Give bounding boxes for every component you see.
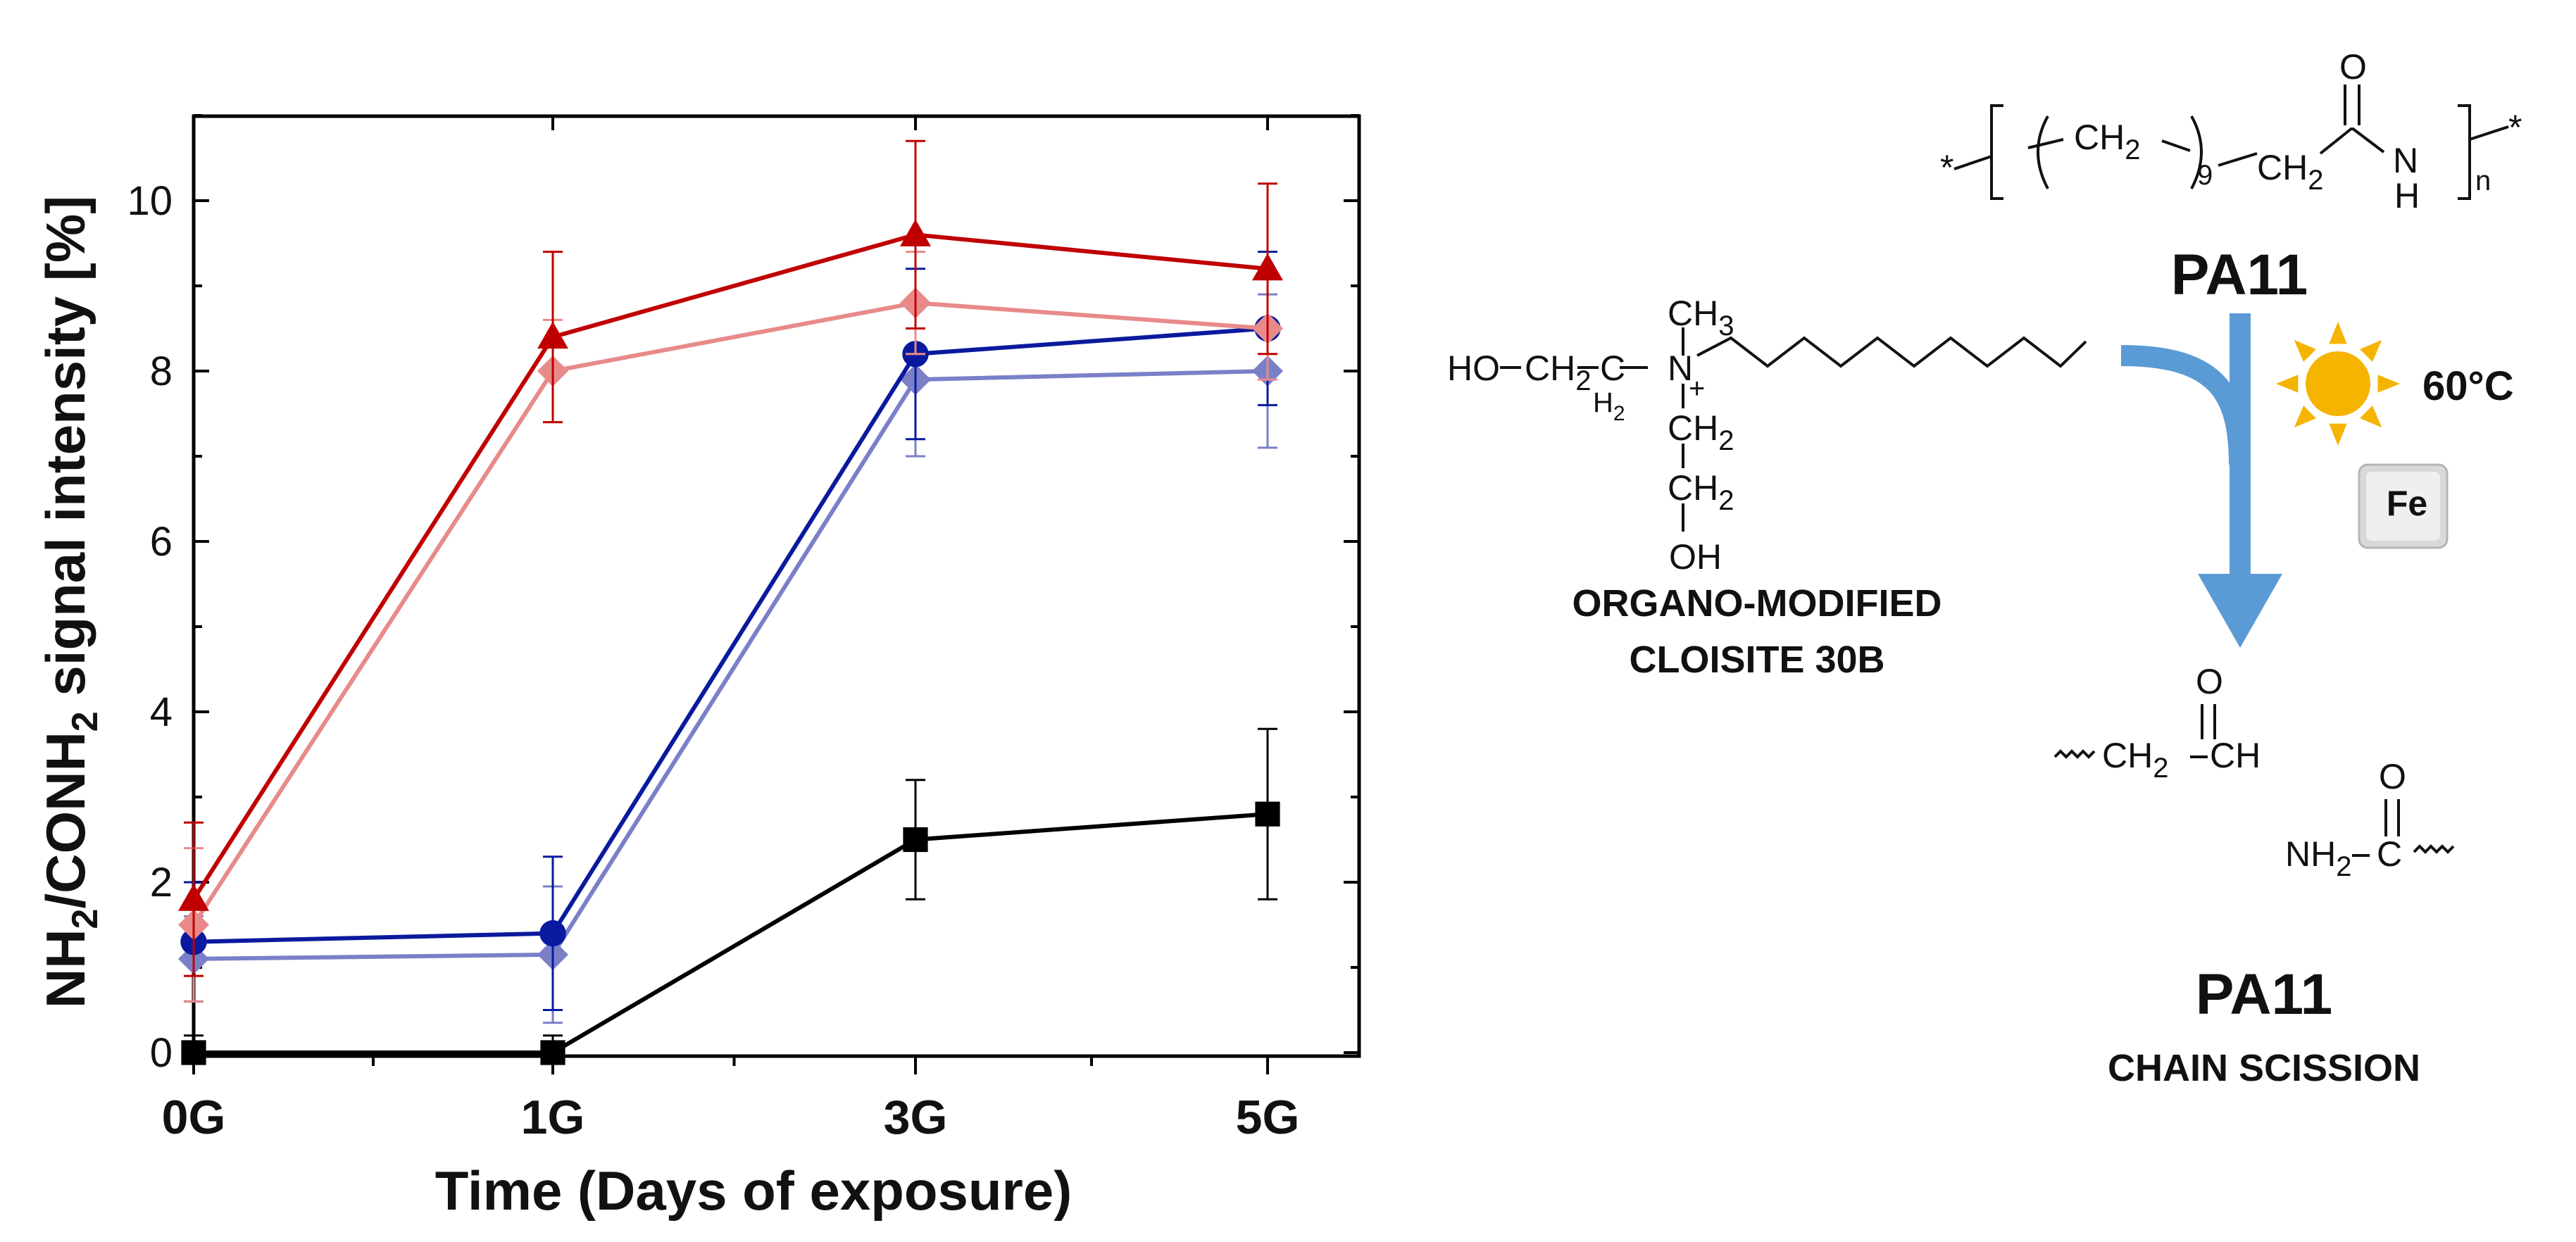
sun-ray [2329,322,2347,344]
sun-icon [2276,322,2400,446]
aldehyde-ch: CH [2210,736,2261,775]
sun-ray [2360,339,2382,362]
data-point [903,827,928,853]
chain-end-star-right: * [2508,108,2522,147]
oh-label: OH [1669,537,1722,577]
y-title-sub-2: 2 [65,711,106,732]
amide-nh2: NH2 [2285,834,2351,882]
left-square-bracket [1990,104,2003,200]
scission-products [2053,704,2455,857]
y-title-sub-1: 2 [65,909,106,929]
data-point [181,1040,206,1065]
series-line [194,812,1268,1055]
ch2-clay-3: CH2 [1668,468,1734,516]
plot-frame [192,114,1361,1058]
data-point [900,219,931,246]
fe-symbol: Fe [2387,484,2427,523]
pa11-structure [1953,84,2509,200]
y-tick-labels: 0 2 4 6 8 10 [127,178,173,1076]
product-title: PA11 [2196,962,2333,1027]
ch2-label: CH2 [2074,118,2140,165]
wavy-bond-right [2413,844,2455,854]
plus-charge: + [1689,373,1705,404]
data-point [539,920,566,947]
sun-ray [2377,375,2400,393]
x-tick-label: 5G [1236,1091,1300,1144]
left-round-bracket [2037,115,2049,189]
ch2-label-2: CH2 [2257,148,2323,196]
repeat-count-9: 9 [2197,160,2213,191]
product-caption: CHAIN SCISSION [2108,1047,2420,1089]
ammonium-n: N [1668,349,1693,388]
y-tick-label: 2 [150,860,173,905]
wavy-bond-left [2053,749,2096,759]
cloisite-structure [1500,327,2087,532]
pa11-structure-labels: * * CH2 9 CH2 O N H n PA11 [1940,47,2522,307]
y-title-part-1: NH [35,929,96,1008]
series-line [193,369,1268,961]
x-tick-labels: 0G 1G 3G 5G [162,1091,1300,1144]
series-line [193,326,1268,944]
data-point [537,321,568,349]
h2-clay: H2 [1593,387,1625,425]
amide-n: N [2393,141,2418,180]
y-tick-label: 10 [127,178,173,224]
x-tick-label: 0G [162,1091,226,1144]
y-tick-label: 0 [150,1030,173,1076]
series-black [181,727,1280,1065]
data-point [1255,801,1280,827]
sun-ray [2294,406,2316,428]
clay-caption-2: CLOISITE 30B [1629,639,1884,681]
product-labels: O CH2 CH O NH2 C PA11 CHAIN SCISSION [2102,662,2420,1089]
series-line [192,232,1268,901]
data-point [540,1040,565,1065]
pa11-title: PA11 [2171,243,2308,307]
series-layer [178,139,1283,1065]
aldehyde-ch2: CH2 [2102,736,2168,784]
y-tick-label: 4 [150,689,173,735]
amide-o: O [2379,757,2406,796]
iron-element-icon: Fe [2358,463,2449,549]
amide-c: C [2377,834,2402,874]
ho-label: HO [1447,349,1500,388]
ch3-clay: CH3 [1668,294,1734,341]
sun-ray [2329,423,2347,446]
c-clay: C [1600,349,1625,388]
y-tick-label: 6 [150,519,173,565]
data-point [1252,253,1283,281]
series-dark-blue [180,251,1281,1011]
y-axis-title: NH2/CONH2 signal intensity [%] [35,196,106,1008]
sun-ray [2294,339,2316,362]
temperature-label: 60°C [2422,363,2514,409]
sun-ray [2360,406,2382,428]
clay-caption-1: ORGANO-MODIFIED [1573,582,1942,625]
x-axis-title: Time (Days of exposure) [435,1160,1073,1222]
series-light-blue [178,293,1283,1024]
repeat-n: n [2475,165,2491,196]
cloisite-labels: HO CH2 C H2 N + CH3 CH2 CH2 OH ORGANO-MO… [1447,294,1942,681]
series-light-red [178,251,1283,1003]
right-square-bracket [2458,104,2471,200]
aldehyde-o: O [2196,662,2223,701]
series-dark-red [178,139,1283,977]
chain-end-star-left: * [1940,148,1953,187]
amide-h: H [2394,176,2420,215]
x-tick-label: 1G [521,1091,585,1144]
x-tick-label: 3G [884,1091,948,1144]
right-round-bracket [2190,115,2203,189]
data-point [178,884,209,911]
y-title-part-3: signal intensity [%] [35,196,96,711]
ch2-clay-2: CH2 [1668,408,1734,456]
y-tick-label: 8 [150,349,173,394]
axis-ticks [192,114,1359,1074]
carbonyl-o: O [2339,47,2367,87]
series-line [192,301,1268,927]
y-title-part-2: /CONH [35,732,96,908]
ch2-clay-1: CH2 [1525,349,1591,396]
reaction-arrow-icon [2120,313,2282,648]
sun-ray [2276,375,2299,393]
